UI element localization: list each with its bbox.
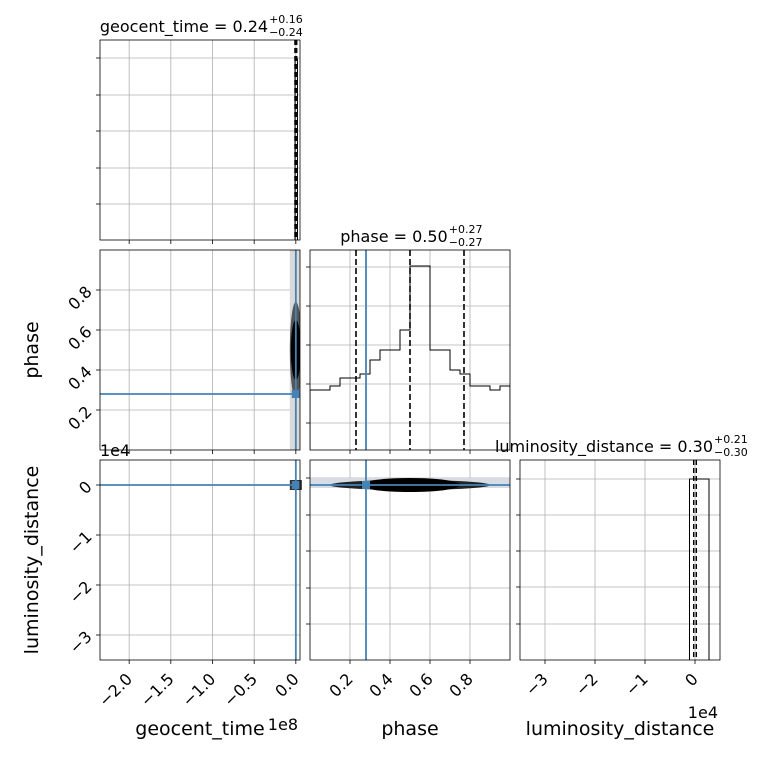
panel-phase-hist-frame <box>309 249 511 451</box>
r2c1-xtick-label: 0.8 <box>445 669 476 700</box>
r2c0-xtick-label: 0.0 <box>271 669 302 700</box>
r2c0-ytick-label: −2 <box>66 577 96 607</box>
d2-xtick-label: −1 <box>622 669 652 699</box>
distance-hist-bar <box>689 478 710 660</box>
r1c0-truth-marker <box>291 390 300 398</box>
geocent-time-title-main: geocent_time = 0.24 <box>100 17 268 37</box>
distance-title-main: luminosity_distance = 0.30 <box>495 437 713 457</box>
panel-distance-hist-frame <box>519 459 721 661</box>
d2-xtick-label: 0 <box>681 669 702 690</box>
r2c0-truth-marker <box>291 481 300 489</box>
phase-hist-line <box>310 265 510 450</box>
d2-xtick-label: −2 <box>572 669 602 699</box>
panel-distance-vs-geocent-time-frame <box>99 459 301 661</box>
d2-xtick-label: −3 <box>522 669 552 699</box>
r2c0-xtick-label: −1.5 <box>137 669 178 710</box>
geocent-time-title: geocent_time = 0.24 +0.16−0.24 <box>100 13 303 39</box>
r1c0-ytick-label: 0.2 <box>64 402 95 433</box>
r2c1-truth-marker <box>362 481 370 489</box>
x-axis-label-geocent-time: geocent_time <box>135 718 264 740</box>
r1c0-ytick-label: 0.4 <box>64 362 95 393</box>
geocent-time-title-minus: −0.24 <box>269 26 303 39</box>
offset-label-distance-x: 1e4 <box>688 703 718 722</box>
panel-geocent-time-hist <box>96 39 301 244</box>
panel-distance-hist <box>516 459 721 664</box>
distance-title-minus: −0.30 <box>714 446 748 459</box>
r2c1-xtick-label: 0.2 <box>325 669 356 700</box>
panel-distance-vs-phase-frame <box>309 459 511 661</box>
r1c0-ytick-label: 0.8 <box>64 282 95 313</box>
x-axis-label-luminosity-distance: luminosity_distance <box>526 718 715 740</box>
r1c0-ytick-label: 0.6 <box>64 322 95 353</box>
r2c0-ytick-label: 0 <box>75 477 96 498</box>
y-axis-label-phase: phase <box>21 321 43 378</box>
r2c0-xtick-label: −1.0 <box>178 669 219 710</box>
panel-distance-vs-geocent-time <box>96 459 302 664</box>
panel-geocent-time-hist-frame <box>99 39 301 241</box>
phase-title-minus: −0.27 <box>449 236 483 249</box>
distance-title: luminosity_distance = 0.30 +0.21−0.30 <box>495 433 748 459</box>
phase-title: phase = 0.50 +0.27−0.27 <box>340 223 482 249</box>
x-axis-label-phase: phase <box>381 718 438 740</box>
panel-distance-vs-phase <box>306 459 511 664</box>
r2c0-xtick-label: −0.5 <box>220 669 261 710</box>
geocent-time-title-plus: +0.16 <box>269 13 303 26</box>
panel-phase-vs-geocent-time <box>96 249 301 454</box>
panel-phase-hist <box>306 249 511 454</box>
offset-label-geocent-time: 1e8 <box>268 715 298 734</box>
y-axis-label-luminosity-distance: luminosity_distance <box>21 466 43 655</box>
r2c0-xtick-label: −2.0 <box>95 669 136 710</box>
r2c0-ytick-label: −1 <box>66 527 96 557</box>
phase-title-main: phase = 0.50 <box>340 227 447 246</box>
phase-title-plus: +0.27 <box>449 223 483 236</box>
panel-phase-vs-geocent-time-frame <box>99 249 301 451</box>
r2c1-xtick-label: 0.4 <box>365 669 396 700</box>
offset-label-distance-y: 1e4 <box>100 441 130 460</box>
distance-title-plus: +0.21 <box>714 433 748 446</box>
r2c0-ytick-label: −3 <box>66 627 96 657</box>
r2c1-xtick-label: 0.6 <box>405 669 436 700</box>
